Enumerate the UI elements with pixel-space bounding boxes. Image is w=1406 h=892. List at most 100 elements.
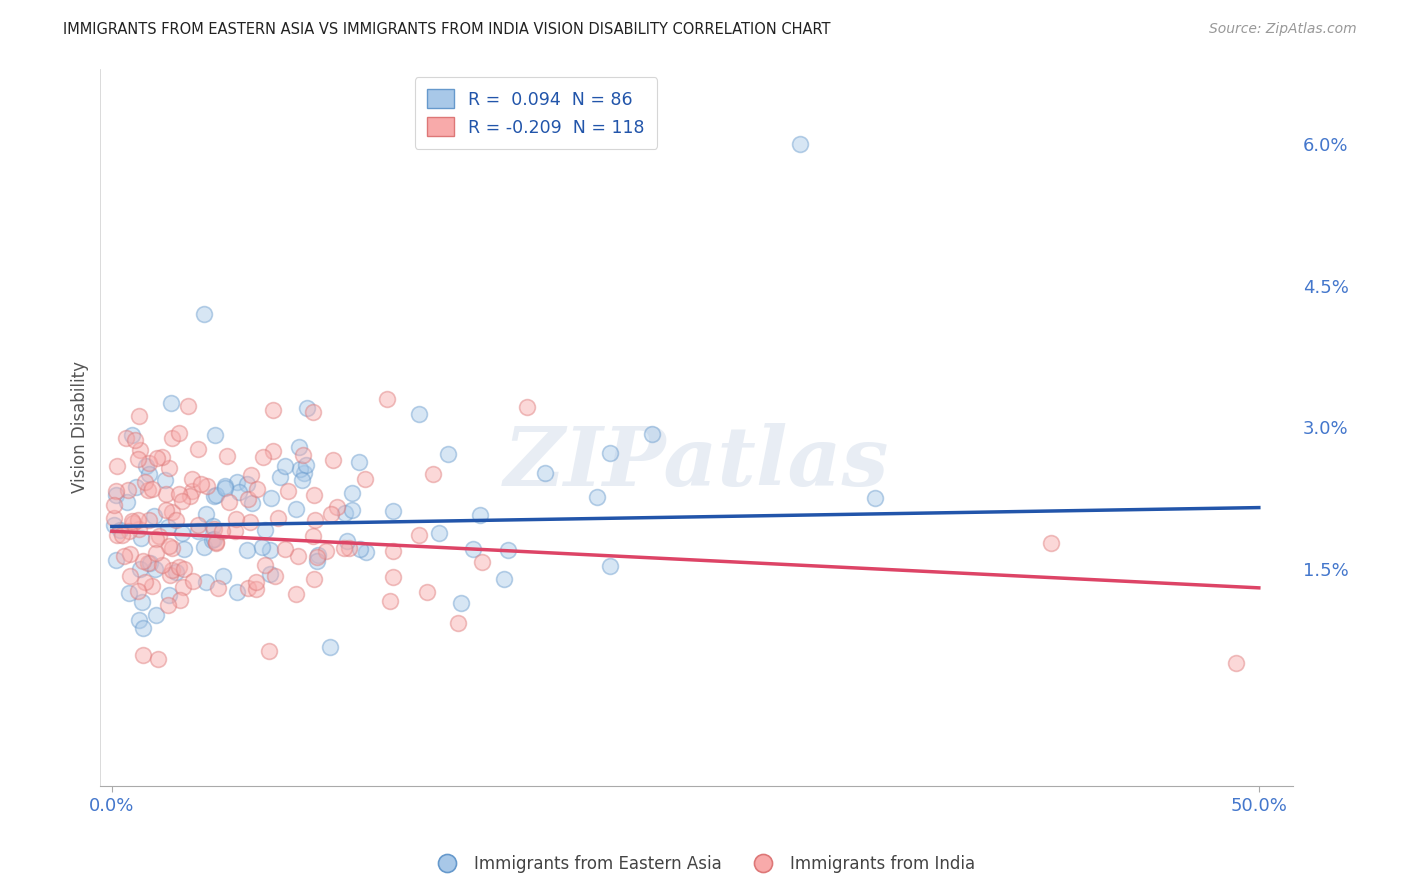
Point: [157, 520, 180, 534]
Point: [236, 581, 259, 595]
Point: [291, 474, 314, 488]
Point: [422, 467, 444, 481]
Point: [103, 498, 125, 512]
Point: [117, 483, 139, 498]
Point: [304, 513, 326, 527]
Point: [427, 525, 450, 540]
Point: [105, 528, 128, 542]
Point: [112, 549, 135, 564]
Point: [155, 487, 177, 501]
Point: [1039, 536, 1062, 550]
Point: [118, 524, 141, 539]
Point: [143, 562, 166, 576]
Point: [349, 541, 371, 556]
Point: [194, 575, 217, 590]
Point: [349, 455, 371, 469]
Point: [259, 543, 281, 558]
Point: [141, 482, 163, 496]
Point: [131, 595, 153, 609]
Point: [160, 563, 183, 577]
Point: [277, 483, 299, 498]
Point: [186, 442, 208, 456]
Point: [105, 484, 128, 499]
Point: [246, 483, 269, 497]
Point: [239, 467, 262, 482]
Point: [333, 506, 356, 520]
Point: [471, 555, 494, 569]
Point: [238, 491, 260, 506]
Point: [375, 392, 398, 406]
Point: [322, 453, 344, 467]
Point: [215, 449, 238, 463]
Point: [254, 558, 277, 573]
Point: [315, 544, 337, 558]
Point: [128, 562, 150, 576]
Point: [218, 495, 240, 509]
Point: [195, 478, 218, 492]
Point: [181, 472, 204, 486]
Y-axis label: Vision Disability: Vision Disability: [72, 361, 89, 493]
Point: [302, 529, 325, 543]
Point: [599, 446, 621, 460]
Point: [267, 511, 290, 525]
Point: [165, 565, 187, 579]
Point: [124, 433, 146, 447]
Point: [319, 507, 342, 521]
Point: [173, 541, 195, 556]
Point: [139, 557, 162, 571]
Point: [225, 512, 247, 526]
Point: [110, 528, 132, 542]
Point: [157, 539, 180, 553]
Point: [225, 475, 247, 490]
Point: [128, 613, 150, 627]
Point: [274, 458, 297, 473]
Point: [138, 467, 160, 481]
Point: [262, 444, 284, 458]
Point: [138, 513, 160, 527]
Point: [585, 491, 607, 505]
Point: [240, 496, 263, 510]
Point: [382, 544, 405, 558]
Point: [516, 400, 538, 414]
Point: [378, 594, 401, 608]
Point: [136, 556, 159, 570]
Text: Source: ZipAtlas.com: Source: ZipAtlas.com: [1209, 22, 1357, 37]
Point: [382, 569, 405, 583]
Point: [205, 488, 228, 502]
Point: [167, 487, 190, 501]
Point: [319, 640, 342, 654]
Point: [408, 527, 430, 541]
Point: [127, 513, 149, 527]
Point: [162, 431, 184, 445]
Legend: Immigrants from Eastern Asia, Immigrants from India: Immigrants from Eastern Asia, Immigrants…: [425, 848, 981, 880]
Point: [194, 507, 217, 521]
Point: [292, 466, 315, 480]
Point: [224, 524, 246, 538]
Point: [121, 516, 143, 530]
Point: [156, 598, 179, 612]
Point: [170, 494, 193, 508]
Point: [193, 307, 215, 321]
Point: [250, 540, 273, 554]
Point: [295, 458, 318, 473]
Point: [141, 579, 163, 593]
Point: [173, 562, 195, 576]
Point: [252, 450, 274, 465]
Point: [236, 477, 259, 491]
Point: [211, 524, 233, 538]
Point: [176, 400, 198, 414]
Point: [114, 431, 136, 445]
Point: [212, 569, 235, 583]
Point: [437, 447, 460, 461]
Point: [157, 461, 180, 475]
Point: [287, 440, 309, 454]
Point: [382, 504, 405, 518]
Point: [408, 407, 430, 421]
Point: [245, 574, 267, 589]
Text: IMMIGRANTS FROM EASTERN ASIA VS IMMIGRANTS FROM INDIA VISION DISABILITY CORRELAT: IMMIGRANTS FROM EASTERN ASIA VS IMMIGRAN…: [63, 22, 831, 37]
Point: [128, 409, 150, 423]
Point: [134, 475, 156, 489]
Point: [496, 543, 519, 558]
Point: [1225, 657, 1247, 671]
Point: [307, 554, 329, 568]
